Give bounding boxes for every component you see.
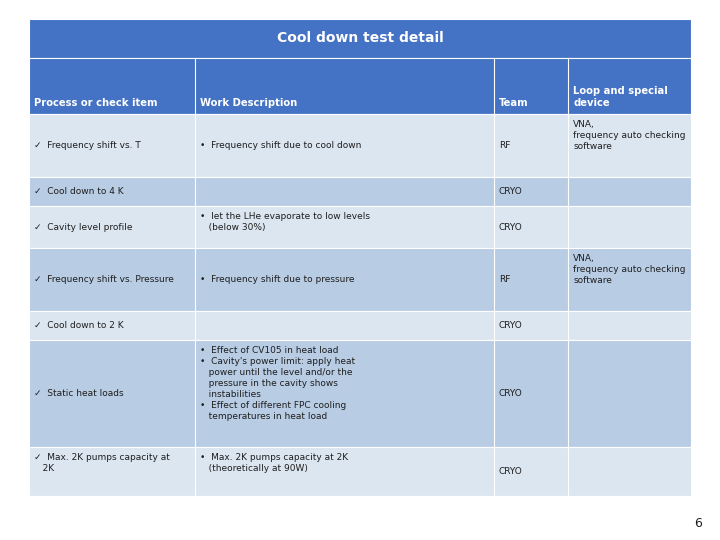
- Text: •  Max. 2K pumps capacity at 2K
   (theoretically at 90W): • Max. 2K pumps capacity at 2K (theoreti…: [200, 453, 348, 472]
- Text: ✓  Frequency shift vs. T: ✓ Frequency shift vs. T: [34, 141, 140, 150]
- Text: •  Effect of CV105 in heat load
•  Cavity's power limit: apply heat
   power unt: • Effect of CV105 in heat load • Cavity'…: [200, 346, 355, 421]
- FancyBboxPatch shape: [29, 248, 691, 310]
- Text: •  Frequency shift due to cool down: • Frequency shift due to cool down: [200, 141, 361, 150]
- Text: Team: Team: [499, 98, 528, 108]
- Text: CRYO: CRYO: [499, 467, 523, 476]
- FancyBboxPatch shape: [29, 19, 691, 58]
- Text: Work Description: Work Description: [200, 98, 297, 108]
- Text: CRYO: CRYO: [499, 389, 523, 398]
- Text: Loop and special
device: Loop and special device: [573, 86, 668, 108]
- Text: RF: RF: [499, 275, 510, 284]
- FancyBboxPatch shape: [29, 114, 691, 177]
- Text: •  Frequency shift due to pressure: • Frequency shift due to pressure: [200, 275, 355, 284]
- Text: CRYO: CRYO: [499, 223, 523, 232]
- Text: 6: 6: [694, 517, 702, 530]
- Text: Process or check item: Process or check item: [34, 98, 158, 108]
- FancyBboxPatch shape: [29, 310, 691, 340]
- FancyBboxPatch shape: [29, 58, 691, 114]
- Text: CRYO: CRYO: [499, 187, 523, 196]
- Text: VNA,
frequency auto checking
software: VNA, frequency auto checking software: [573, 120, 685, 151]
- Text: CRYO: CRYO: [499, 321, 523, 330]
- Text: RF: RF: [499, 141, 510, 150]
- Text: ✓  Frequency shift vs. Pressure: ✓ Frequency shift vs. Pressure: [34, 275, 174, 284]
- Text: ✓  Cool down to 2 K: ✓ Cool down to 2 K: [34, 321, 123, 330]
- Text: ✓  Cool down to 4 K: ✓ Cool down to 4 K: [34, 187, 123, 196]
- Text: •  let the LHe evaporate to low levels
   (below 30%): • let the LHe evaporate to low levels (b…: [200, 212, 370, 232]
- Text: ✓  Cavity level profile: ✓ Cavity level profile: [34, 223, 132, 232]
- Text: ✓  Static heat loads: ✓ Static heat loads: [34, 389, 123, 398]
- FancyBboxPatch shape: [29, 340, 691, 447]
- Text: Cool down test detail: Cool down test detail: [276, 31, 444, 45]
- Text: VNA,
frequency auto checking
software: VNA, frequency auto checking software: [573, 254, 685, 285]
- FancyBboxPatch shape: [29, 206, 691, 248]
- Text: ✓  Max. 2K pumps capacity at
   2K: ✓ Max. 2K pumps capacity at 2K: [34, 453, 170, 472]
- FancyBboxPatch shape: [29, 447, 691, 496]
- FancyBboxPatch shape: [29, 177, 691, 206]
